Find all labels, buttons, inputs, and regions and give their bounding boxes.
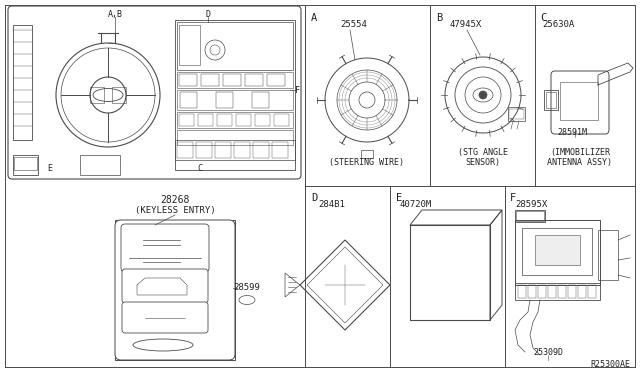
- Text: E: E: [396, 193, 403, 203]
- Bar: [234, 142, 250, 158]
- FancyBboxPatch shape: [122, 302, 208, 333]
- Text: 25309D: 25309D: [533, 348, 563, 357]
- Bar: [177, 90, 293, 110]
- Text: F: F: [295, 86, 300, 94]
- Bar: [568, 285, 576, 298]
- Text: F: F: [510, 193, 516, 203]
- Bar: [546, 92, 556, 108]
- Bar: [13, 155, 38, 175]
- Bar: [515, 210, 545, 222]
- Bar: [515, 220, 600, 285]
- Text: (IMMOBILIZER: (IMMOBILIZER: [550, 148, 610, 157]
- Bar: [14, 157, 37, 170]
- FancyBboxPatch shape: [551, 71, 609, 134]
- Bar: [528, 285, 536, 298]
- FancyBboxPatch shape: [122, 269, 208, 303]
- Bar: [196, 142, 212, 158]
- Text: (KEYLESS ENTRY): (KEYLESS ENTRY): [134, 206, 215, 215]
- Text: 40720M: 40720M: [400, 200, 432, 209]
- Bar: [217, 114, 232, 126]
- Text: ANTENNA ASSY): ANTENNA ASSY): [547, 158, 612, 167]
- Text: 28599: 28599: [234, 283, 260, 292]
- Bar: [198, 114, 213, 126]
- Bar: [90, 87, 104, 103]
- Bar: [544, 90, 558, 110]
- Bar: [179, 114, 194, 126]
- Bar: [509, 109, 524, 119]
- FancyBboxPatch shape: [8, 6, 301, 179]
- Bar: [518, 285, 526, 298]
- Bar: [535, 235, 580, 265]
- Text: (STEERING WIRE): (STEERING WIRE): [330, 158, 404, 167]
- Bar: [177, 22, 293, 70]
- Bar: [558, 285, 566, 298]
- Bar: [267, 74, 285, 86]
- Bar: [255, 114, 270, 126]
- Bar: [175, 140, 295, 160]
- Circle shape: [479, 91, 487, 99]
- Bar: [508, 107, 525, 121]
- Bar: [177, 142, 193, 158]
- Bar: [588, 285, 596, 298]
- Text: 28268: 28268: [160, 195, 189, 205]
- Text: B: B: [436, 13, 442, 23]
- FancyBboxPatch shape: [121, 224, 209, 272]
- Bar: [215, 142, 231, 158]
- Bar: [515, 283, 600, 300]
- Bar: [179, 25, 200, 65]
- Text: C: C: [198, 164, 202, 173]
- Text: A,B: A,B: [108, 10, 122, 19]
- Bar: [216, 92, 233, 108]
- Bar: [179, 74, 197, 86]
- Text: 28595X: 28595X: [515, 200, 547, 209]
- Bar: [516, 211, 544, 221]
- Bar: [115, 220, 235, 360]
- Bar: [13, 25, 32, 140]
- Bar: [548, 285, 556, 298]
- FancyBboxPatch shape: [115, 220, 235, 360]
- Bar: [112, 87, 126, 103]
- Bar: [180, 92, 197, 108]
- Bar: [236, 114, 251, 126]
- Text: SENSOR): SENSOR): [465, 158, 500, 167]
- Bar: [201, 74, 219, 86]
- Bar: [272, 142, 288, 158]
- Bar: [578, 285, 586, 298]
- Bar: [175, 20, 295, 170]
- Bar: [177, 130, 293, 145]
- Text: A: A: [311, 13, 317, 23]
- Bar: [560, 82, 598, 120]
- Bar: [538, 285, 546, 298]
- Bar: [361, 150, 373, 158]
- Text: (STG ANGLE: (STG ANGLE: [458, 148, 508, 157]
- Bar: [598, 230, 618, 280]
- Bar: [410, 225, 490, 320]
- Text: R25300AE: R25300AE: [590, 360, 630, 369]
- Text: E: E: [47, 164, 52, 173]
- Text: D: D: [205, 10, 211, 19]
- Bar: [252, 92, 269, 108]
- Bar: [245, 74, 263, 86]
- Text: 25554: 25554: [340, 20, 367, 29]
- Text: D: D: [311, 193, 317, 203]
- Text: 47945X: 47945X: [450, 20, 483, 29]
- Bar: [177, 112, 293, 128]
- Bar: [80, 155, 120, 175]
- Text: 28591M: 28591M: [557, 128, 587, 137]
- Bar: [253, 142, 269, 158]
- Text: 25630A: 25630A: [542, 20, 574, 29]
- Bar: [177, 72, 293, 88]
- Bar: [274, 114, 289, 126]
- Text: 284B1: 284B1: [318, 200, 345, 209]
- Bar: [522, 228, 592, 275]
- Text: C: C: [540, 13, 547, 23]
- Bar: [223, 74, 241, 86]
